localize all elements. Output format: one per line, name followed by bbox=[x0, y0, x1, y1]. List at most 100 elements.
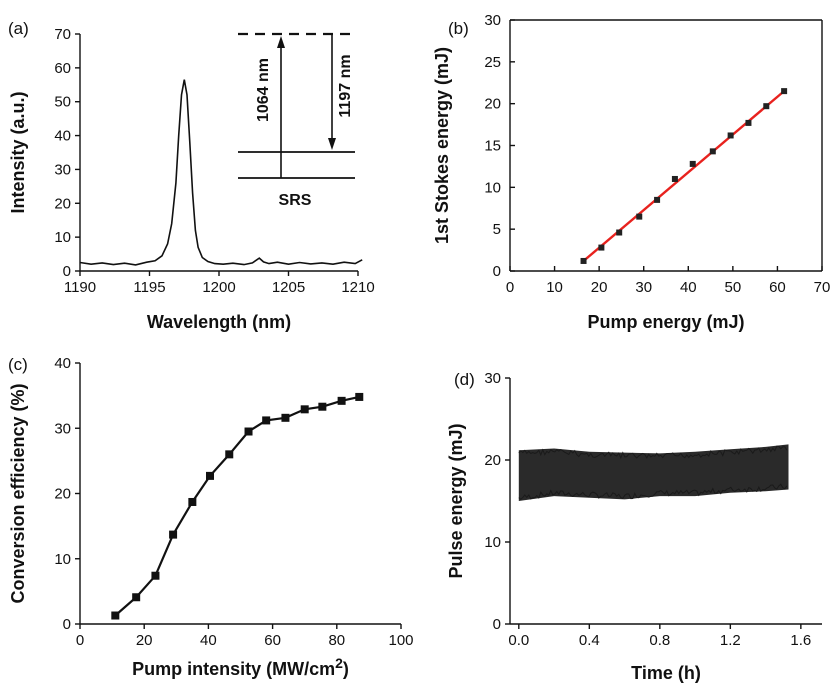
data-point bbox=[188, 497, 197, 506]
srs-inset: 1064 nm 1197 nm SRS bbox=[238, 32, 357, 209]
data-point bbox=[598, 244, 605, 251]
y-tick-label: 70 bbox=[54, 26, 71, 43]
data-point bbox=[281, 413, 290, 422]
data-point bbox=[318, 402, 327, 411]
x-tick-label: 0 bbox=[76, 632, 84, 649]
data-point bbox=[580, 257, 587, 264]
x-tick-label: 30 bbox=[635, 279, 652, 296]
y-axis-label: Pulse energy (mJ) bbox=[446, 423, 466, 578]
stokes-wavelength-label: 1197 nm bbox=[337, 54, 354, 117]
data-point bbox=[689, 160, 696, 167]
pump-wavelength-label: 1064 nm bbox=[255, 58, 272, 122]
x-tick-label: 70 bbox=[814, 279, 831, 296]
pulse-energy-band bbox=[518, 444, 789, 501]
pump-arrowhead bbox=[277, 36, 285, 48]
y-tick-label: 10 bbox=[54, 551, 71, 568]
x-tick-label: 10 bbox=[546, 279, 563, 296]
stokes-arrowhead bbox=[328, 138, 336, 150]
x-axis-label-end: ) bbox=[343, 659, 349, 679]
y-tick-label: 0 bbox=[63, 616, 71, 633]
x-tick-label: 1.2 bbox=[720, 632, 741, 649]
panel-label: (c) bbox=[8, 355, 28, 374]
data-point bbox=[225, 450, 234, 459]
x-tick-label: 40 bbox=[200, 632, 217, 649]
panel-b: 0 10 20 30 40 50 60 70 0 5 10 15 20 25 30 (b) Pump energ… bbox=[432, 12, 830, 332]
band-top-edge bbox=[518, 445, 788, 460]
x-axis-label-sup: 2 bbox=[335, 655, 343, 671]
data-point bbox=[654, 196, 661, 203]
data-point bbox=[671, 175, 678, 182]
y-tick-label: 40 bbox=[54, 355, 71, 372]
x-tick-label: 1195 bbox=[133, 279, 165, 296]
panel-label: (d) bbox=[454, 370, 475, 389]
efficiency-line bbox=[114, 395, 360, 617]
data-point bbox=[355, 392, 364, 401]
y-tick-label: 30 bbox=[54, 161, 71, 178]
band-bottom-edge bbox=[518, 483, 788, 500]
x-tick-label: 40 bbox=[680, 279, 697, 296]
x-axis-label: Time (h) bbox=[631, 663, 701, 683]
y-tick-label: 5 bbox=[493, 221, 501, 238]
x-tick-label: 1.6 bbox=[790, 632, 811, 649]
x-tick-label: 100 bbox=[388, 632, 413, 649]
y-tick-label: 10 bbox=[54, 229, 71, 246]
y-tick-label: 0 bbox=[493, 616, 501, 633]
panel-c: 0 20 40 60 80 100 0 10 20 30 40 (c) Pump intensity (… bbox=[8, 355, 414, 679]
x-axis-label: Pump energy (mJ) bbox=[587, 312, 744, 332]
y-tick-label: 20 bbox=[54, 195, 71, 212]
y-axis-label: Conversion efficiency (%) bbox=[8, 383, 28, 603]
y-tick-label: 30 bbox=[54, 420, 71, 437]
x-tick-label: 1190 bbox=[64, 279, 96, 296]
panel-d: 0.0 0.4 0.8 1.2 1.6 0 10 20 30 (d) Time (h) Pulse e… bbox=[446, 370, 822, 683]
data-point bbox=[745, 119, 752, 126]
y-tick-label: 30 bbox=[484, 370, 501, 387]
y-tick-label: 10 bbox=[484, 179, 501, 196]
x-axis-label: Pump intensity (MW/cm2) bbox=[132, 655, 349, 679]
spectrum-line bbox=[79, 79, 363, 266]
y-tick-label: 0 bbox=[63, 263, 71, 280]
panel-a: 1190 1195 1200 1205 1210 0 10 20 30 40 50 60 70 (a) Wa… bbox=[8, 19, 375, 332]
x-tick-label: 0 bbox=[506, 279, 514, 296]
panel-label: (a) bbox=[8, 19, 29, 38]
x-axis-label: Wavelength (nm) bbox=[147, 312, 291, 332]
srs-caption: SRS bbox=[279, 192, 312, 209]
data-point bbox=[262, 416, 271, 425]
y-tick-label: 20 bbox=[484, 96, 501, 113]
y-tick-label: 20 bbox=[54, 486, 71, 503]
y-tick-label: 40 bbox=[54, 128, 71, 145]
x-tick-label: 60 bbox=[264, 632, 281, 649]
data-point bbox=[300, 405, 309, 414]
y-tick-label: 15 bbox=[484, 138, 501, 155]
y-tick-label: 30 bbox=[484, 12, 501, 29]
x-tick-label: 80 bbox=[328, 632, 345, 649]
x-tick-label: 0.4 bbox=[579, 632, 600, 649]
y-tick-label: 60 bbox=[54, 60, 71, 77]
y-axis-label: Intensity (a.u.) bbox=[8, 91, 28, 213]
data-point bbox=[709, 148, 716, 155]
x-tick-label: 0.0 bbox=[508, 632, 529, 649]
data-point bbox=[169, 530, 178, 539]
y-tick-label: 20 bbox=[484, 452, 501, 469]
data-point bbox=[636, 213, 643, 220]
x-tick-label: 0.8 bbox=[649, 632, 670, 649]
y-tick-label: 10 bbox=[484, 534, 501, 551]
x-tick-label: 20 bbox=[591, 279, 608, 296]
data-point bbox=[727, 132, 734, 139]
y-axis-label: 1st Stokes energy (mJ) bbox=[432, 47, 452, 244]
data-point bbox=[132, 593, 141, 602]
data-point bbox=[206, 471, 215, 480]
y-tick-label: 25 bbox=[484, 54, 501, 71]
data-point bbox=[244, 427, 253, 436]
data-point bbox=[111, 611, 120, 620]
x-tick-label: 50 bbox=[725, 279, 742, 296]
data-point bbox=[781, 88, 788, 95]
x-tick-label: 1210 bbox=[341, 279, 374, 296]
x-tick-label: 20 bbox=[136, 632, 153, 649]
x-tick-label: 60 bbox=[769, 279, 786, 296]
y-tick-label: 0 bbox=[493, 263, 501, 280]
panel-label: (b) bbox=[448, 19, 469, 38]
data-point bbox=[151, 571, 160, 580]
data-point bbox=[763, 103, 770, 110]
linear-fit-line bbox=[582, 90, 785, 262]
